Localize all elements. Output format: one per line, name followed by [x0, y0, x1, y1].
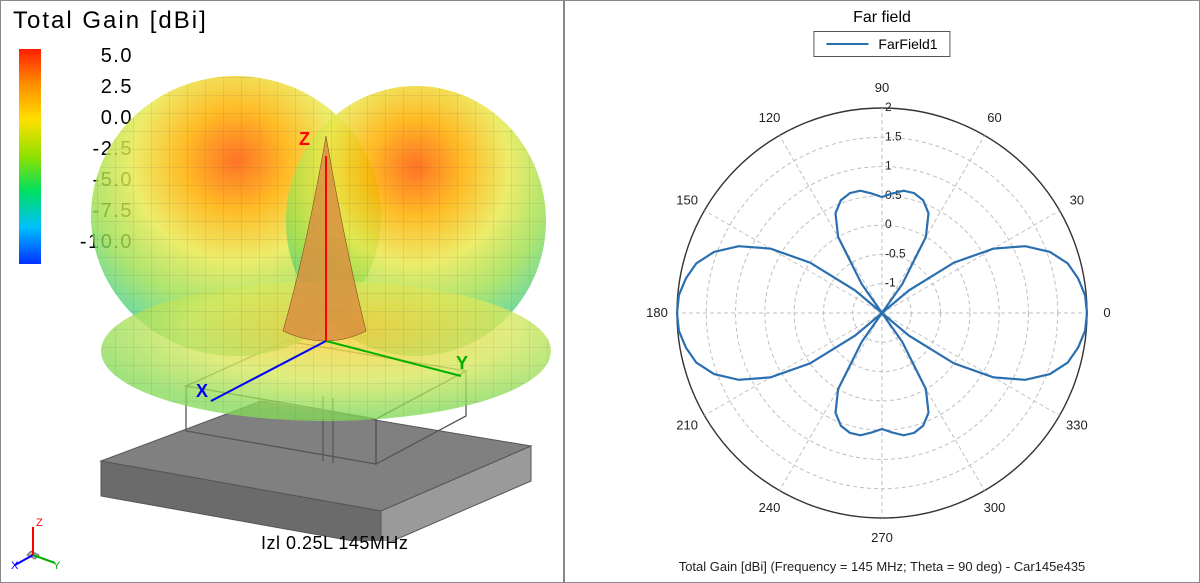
svg-text:150: 150 [676, 193, 698, 208]
svg-text:0: 0 [1103, 305, 1110, 320]
svg-text:90: 90 [875, 80, 889, 95]
axis-y-label: Y [456, 353, 468, 374]
axis-z-label: Z [299, 129, 310, 150]
sim-label: Izl 0.25L 145MHz [261, 533, 408, 554]
gain-3d-panel: Total Gain [dBi] 5.0 2.5 0.0 -2.5 -5.0 [0, 0, 564, 583]
axis-triad-icon: X Y Z [9, 515, 64, 570]
legend-label: FarField1 [878, 36, 937, 52]
colorbar [19, 49, 41, 264]
svg-text:1: 1 [885, 159, 892, 173]
svg-text:1.5: 1.5 [885, 129, 902, 143]
svg-text:-0.5: -0.5 [885, 246, 906, 260]
svg-text:-1: -1 [885, 276, 896, 290]
svg-text:210: 210 [676, 418, 698, 433]
svg-text:X: X [11, 560, 19, 570]
svg-text:120: 120 [759, 110, 781, 125]
svg-text:Z: Z [36, 517, 43, 529]
svg-text:2: 2 [885, 100, 892, 114]
polar-chart: 030609012015018021024027030033021.510.50… [642, 73, 1122, 553]
polar-caption: Total Gain [dBi] (Frequency = 145 MHz; T… [565, 559, 1199, 574]
svg-text:Y: Y [53, 560, 61, 570]
gain-3d-render [61, 41, 561, 541]
svg-text:30: 30 [1070, 193, 1084, 208]
svg-text:60: 60 [987, 110, 1001, 125]
svg-text:180: 180 [646, 305, 668, 320]
svg-text:0: 0 [885, 217, 892, 231]
axis-x-label: X [196, 381, 208, 402]
polar-title: Far field [565, 9, 1199, 27]
gain-title: Total Gain [dBi] [13, 7, 208, 35]
svg-text:330: 330 [1066, 418, 1088, 433]
svg-text:270: 270 [871, 530, 893, 545]
polar-legend: FarField1 [813, 31, 950, 57]
legend-line-icon [826, 43, 868, 45]
polar-panel: Far field FarField1 03060901201501802102… [564, 0, 1200, 583]
svg-text:300: 300 [984, 500, 1006, 515]
svg-text:240: 240 [759, 500, 781, 515]
radiation-lobes [91, 76, 551, 421]
